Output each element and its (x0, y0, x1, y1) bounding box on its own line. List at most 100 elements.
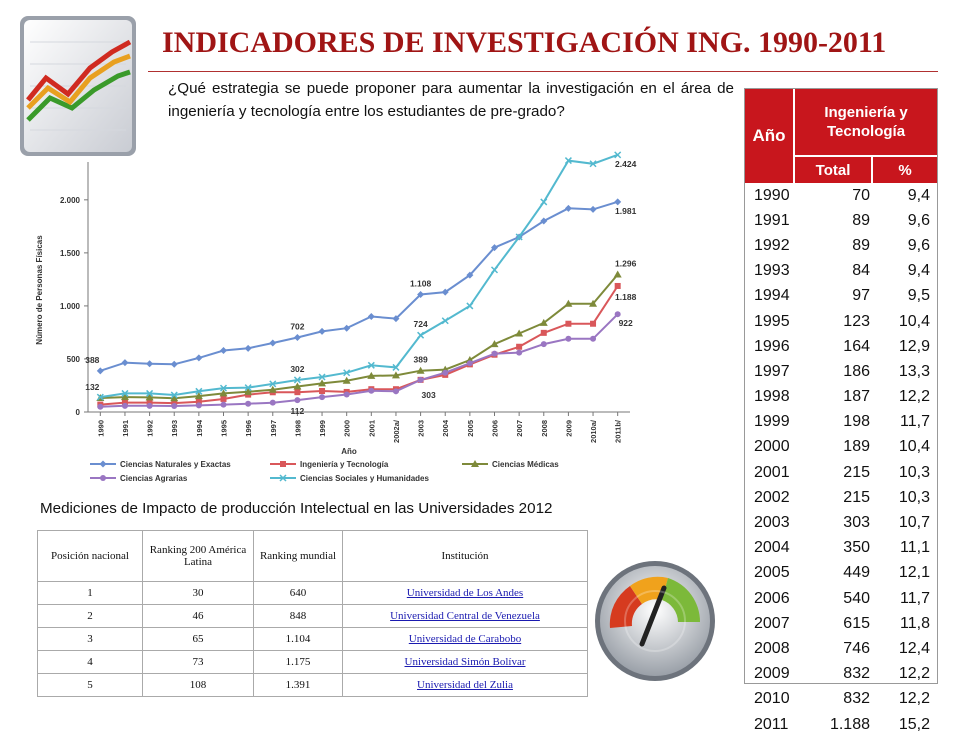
data-point (417, 290, 425, 298)
cell-pct: 9,5 (907, 287, 930, 305)
table-row: 3 65 1.104 Universidad de Carabobo (37, 627, 588, 651)
data-point (516, 349, 523, 356)
table-row: 2007 615 11,8 (745, 611, 937, 636)
cell-pct: 11,7 (900, 589, 930, 607)
cell-pct: 10,3 (898, 463, 930, 481)
cell-year: 2005 (754, 564, 790, 582)
data-point (540, 329, 547, 336)
data-point (442, 369, 449, 376)
institution-link[interactable]: Universidad del Zulia (342, 673, 588, 697)
data-point (565, 320, 572, 327)
data-point (540, 198, 548, 206)
table-row: 1994 97 9,5 (745, 284, 937, 309)
data-point (171, 402, 178, 409)
data-point (515, 329, 524, 337)
data-point (294, 397, 301, 404)
cell-total: 89 (852, 211, 870, 229)
cell-total: 187 (843, 388, 870, 406)
table-row: 2 46 848 Universidad Central de Venezuel… (37, 604, 588, 628)
cell-total: 303 (843, 514, 870, 532)
data-point (343, 391, 350, 398)
table-row: 2011 1.188 15,2 (745, 712, 937, 737)
table-row: 1999 198 11,7 (745, 410, 937, 435)
x-tick-label: 1995 (220, 420, 229, 437)
data-point (490, 266, 499, 274)
data-point (471, 460, 479, 467)
table-row: 1990 70 9,4 (745, 183, 937, 208)
cell-pct: 12,2 (898, 665, 930, 683)
series-line (100, 273, 619, 400)
data-point (170, 360, 178, 368)
data-point (590, 320, 597, 327)
data-point (564, 157, 572, 165)
data-point (614, 282, 621, 289)
series-line (99, 200, 618, 372)
table-row: 4 73 1.175 Universidad Simón Bolívar (37, 650, 588, 674)
data-point (491, 244, 498, 252)
data-point (293, 334, 301, 342)
cell-year: 1996 (754, 337, 790, 355)
title-divider (148, 71, 938, 72)
institution-link[interactable]: Universidad Simón Bolívar (342, 650, 588, 674)
cell-pct: 9,6 (907, 236, 930, 254)
x-tick-label: 1990 (96, 420, 105, 437)
cell-total: 97 (852, 287, 870, 305)
data-point (195, 398, 202, 405)
y-tick-label: 500 (67, 355, 81, 364)
institution-link[interactable]: Universidad Central de Venezuela (342, 604, 588, 628)
cell-total: 215 (843, 463, 870, 481)
cell-year: 2004 (754, 539, 790, 557)
cell-total: 186 (843, 362, 870, 380)
data-point (466, 302, 474, 310)
data-point (343, 324, 351, 332)
institution-link[interactable]: Universidad de Carabobo (342, 627, 588, 651)
data-point (515, 233, 523, 241)
data-point (343, 369, 351, 377)
x-tick-label: 1992 (146, 420, 155, 437)
institution-link[interactable]: Universidad de Los Andes (342, 581, 588, 605)
x-tick-label: 1996 (244, 420, 253, 437)
cell-year: 2002 (754, 488, 790, 506)
table-row: 2000 189 10,4 (745, 435, 937, 460)
cell-total: 123 (843, 312, 870, 330)
legend-label: Ciencias Médicas (492, 460, 559, 469)
data-label: 388 (85, 355, 99, 365)
data-point (516, 343, 523, 350)
data-point (293, 382, 302, 390)
data-label: 2.424 (615, 159, 637, 169)
data-point (391, 371, 400, 379)
data-point (540, 217, 548, 225)
table-row: 1993 84 9,4 (745, 259, 937, 284)
year-table: Año Ingeniería y Tecnología Total % 1990… (744, 88, 938, 733)
data-label: 1.108 (410, 278, 432, 288)
cell-pct: 13,3 (898, 362, 930, 380)
data-point (367, 361, 375, 369)
data-point (392, 388, 399, 395)
data-point (466, 271, 474, 279)
cell-position: 2 (37, 604, 143, 628)
cell-total: 449 (843, 564, 870, 582)
data-label: 1.296 (615, 259, 637, 269)
col-header-institution: Institución (342, 530, 588, 582)
table-row: 1 30 640 Universidad de Los Andes (37, 581, 588, 605)
x-tick-label: 2005 (466, 420, 475, 437)
data-point (96, 367, 104, 375)
cell-total: 1.188 (829, 715, 870, 733)
x-tick-label: 1991 (121, 420, 130, 437)
cell-pct: 9,6 (907, 211, 930, 229)
data-point (466, 360, 473, 367)
cell-year: 2001 (754, 463, 790, 481)
data-point (269, 339, 277, 347)
y-tick-label: 1.500 (60, 249, 81, 258)
data-point (441, 317, 449, 325)
data-label: 302 (290, 364, 304, 374)
data-point (145, 393, 154, 401)
x-tick-label: 1997 (269, 420, 278, 437)
data-point (294, 389, 301, 396)
x-tick-label: 2001 (367, 420, 376, 437)
data-label: 132 (85, 382, 99, 392)
data-point (269, 399, 276, 406)
table-row: 2002 215 10,3 (745, 485, 937, 510)
chart-logo-icon (20, 16, 136, 156)
data-point (490, 340, 499, 348)
